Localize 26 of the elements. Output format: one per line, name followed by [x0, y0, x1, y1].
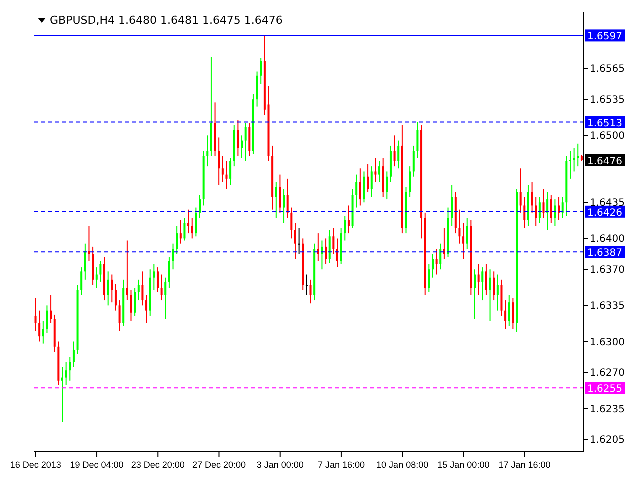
y-tick-label: 1.6235: [590, 404, 625, 416]
x-tick-label: 3 Jan 00:00: [256, 460, 304, 470]
y-tick-label: 1.6565: [590, 64, 625, 76]
x-tick-label: 27 Dec 20:00: [192, 460, 246, 470]
chart-title: GBPUSD,H4 1.6480 1.6481 1.6475 1.6476: [50, 14, 283, 27]
y-tick-label: 1.6205: [590, 435, 625, 446]
x-tick-label: 7 Jan 16:00: [318, 460, 365, 470]
ref-line-label: 1.6597: [588, 32, 622, 43]
y-tick-label: 1.6400: [590, 234, 625, 246]
x-tick-label: 15 Jan 00:00: [438, 460, 490, 470]
y-tick-label: 1.6535: [590, 95, 625, 106]
x-tick-label: 17 Jan 16:00: [498, 460, 551, 470]
y-tick-label: 1.6270: [590, 368, 625, 380]
x-tick-label: 19 Dec 04:00: [70, 460, 124, 470]
ref-line-label: 1.6513: [588, 118, 622, 130]
y-tick-label: 1.6370: [590, 265, 625, 276]
y-tick-label: 1.6335: [590, 301, 625, 312]
x-tick-label: 23 Dec 20:00: [131, 460, 185, 470]
y-tick-label: 1.6300: [590, 337, 625, 348]
y-tick-label: 1.6500: [590, 131, 625, 142]
x-tick-label: 10 Jan 08:00: [376, 460, 429, 470]
annotation: 1.6476: [588, 156, 622, 168]
x-tick-label: 16 Dec 2013: [10, 460, 62, 470]
ref-line-label: 1.6255: [588, 384, 622, 396]
ref-line-label: 1.6426: [588, 208, 622, 219]
ref-line-label: 1.6387: [588, 248, 622, 260]
